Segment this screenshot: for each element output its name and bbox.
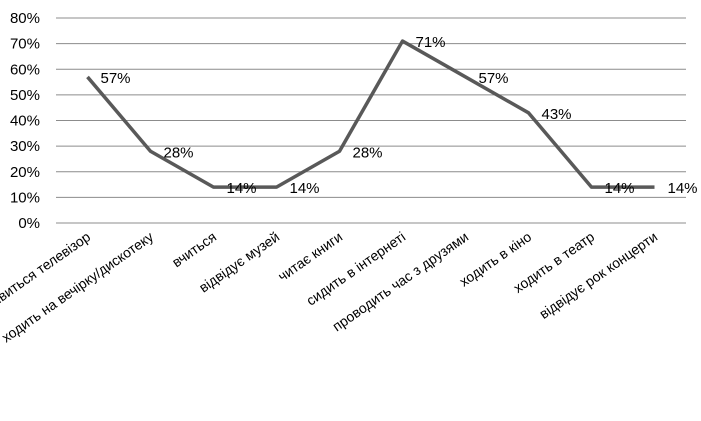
y-tick-label: 60% xyxy=(10,61,40,78)
y-tick-label: 50% xyxy=(10,87,40,104)
gridlines xyxy=(56,17,686,224)
data-label: 57% xyxy=(479,70,509,87)
y-tick-label: 10% xyxy=(10,189,40,206)
y-tick-label: 70% xyxy=(10,36,40,53)
data-label: 28% xyxy=(353,144,383,161)
series-line xyxy=(86,39,655,189)
y-tick-label: 80% xyxy=(10,10,40,27)
y-tick-label: 20% xyxy=(10,164,40,181)
data-label: 14% xyxy=(290,180,320,197)
y-tick-label: 40% xyxy=(10,113,40,130)
data-label: 14% xyxy=(668,180,698,197)
data-label: 28% xyxy=(164,144,194,161)
x-category-label: вчиться xyxy=(169,228,219,270)
data-labels: 57% 28% 14% 14% 28% 71% 57% 43% 14% 14% xyxy=(101,34,698,197)
data-label: 14% xyxy=(605,180,635,197)
data-label: 71% xyxy=(416,34,446,51)
data-label: 43% xyxy=(542,106,572,123)
data-label: 14% xyxy=(227,180,257,197)
y-tick-label: 0% xyxy=(18,215,40,232)
data-label: 57% xyxy=(101,70,131,87)
series-layer xyxy=(86,39,655,189)
y-axis-tick-labels: 0% 10% 20% 30% 40% 50% 60% 70% 80% xyxy=(10,10,40,232)
y-tick-label: 30% xyxy=(10,138,40,155)
x-category-label: відвідує рок концерти xyxy=(536,228,660,322)
